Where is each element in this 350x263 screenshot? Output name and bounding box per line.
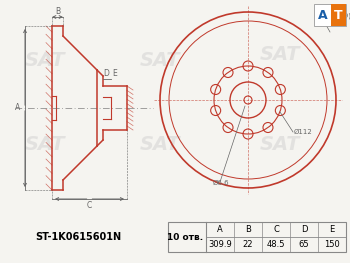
- Text: E: E: [113, 69, 117, 78]
- Text: SAT: SAT: [260, 135, 300, 154]
- Text: Ø6.6: Ø6.6: [213, 180, 230, 186]
- Text: SAT: SAT: [25, 135, 65, 154]
- Text: D: D: [301, 225, 307, 234]
- Text: B: B: [245, 225, 251, 234]
- Text: ST-1K0615601N: ST-1K0615601N: [35, 232, 121, 242]
- Text: A: A: [318, 9, 328, 22]
- Text: SAT: SAT: [140, 50, 180, 69]
- Text: 10 отв.: 10 отв.: [167, 232, 203, 241]
- Text: D: D: [103, 69, 109, 78]
- Polygon shape: [331, 4, 346, 26]
- Text: SAT: SAT: [140, 135, 180, 154]
- Text: 150: 150: [324, 240, 340, 249]
- Text: Ø112: Ø112: [294, 129, 313, 135]
- Text: E: E: [329, 225, 335, 234]
- Text: 22: 22: [243, 240, 253, 249]
- Text: C: C: [87, 200, 92, 210]
- Text: A: A: [217, 225, 223, 234]
- Bar: [168, 222, 346, 252]
- Text: Ø15.3(9): Ø15.3(9): [321, 13, 350, 19]
- Bar: [314, 4, 346, 26]
- Text: SAT: SAT: [25, 50, 65, 69]
- Text: C: C: [273, 225, 279, 234]
- Text: SAT: SAT: [260, 45, 300, 64]
- Text: 309.9: 309.9: [208, 240, 232, 249]
- Text: 65: 65: [299, 240, 309, 249]
- Text: B: B: [55, 7, 60, 16]
- Text: A: A: [15, 104, 21, 113]
- Text: T: T: [334, 9, 343, 22]
- Text: 48.5: 48.5: [267, 240, 285, 249]
